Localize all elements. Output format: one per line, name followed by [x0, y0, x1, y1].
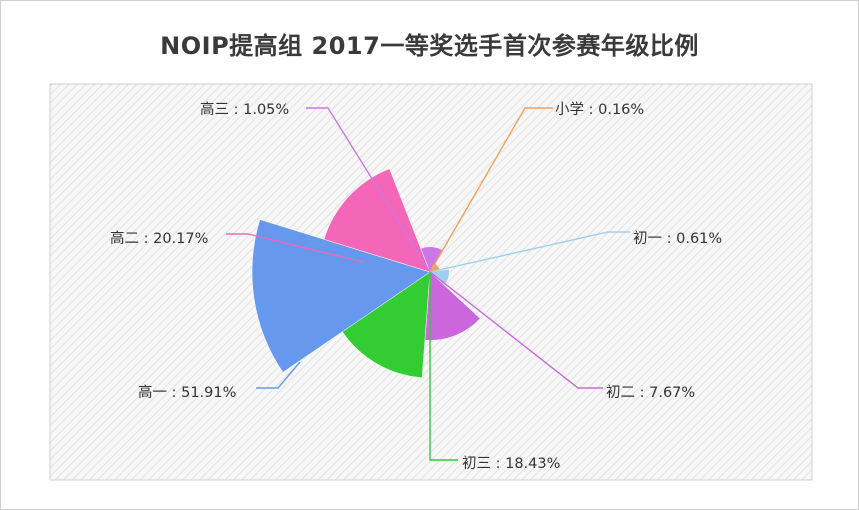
leader-line-高一 [256, 361, 301, 389]
data-label-高二: 高二 : 20.17% [110, 230, 208, 247]
leader-line-初三 [429, 272, 458, 461]
leader-line-高二 [226, 233, 364, 263]
data-label-初一: 初一 : 0.61% [633, 230, 722, 247]
leader-line-初二 [429, 271, 603, 389]
sector-初三 [342, 271, 431, 379]
leader-line-小学 [429, 107, 553, 273]
leader-lines-layer [226, 107, 630, 461]
leader-line-高三 [306, 107, 431, 273]
data-label-高一: 高一 : 51.91% [138, 384, 236, 401]
sector-初二 [424, 271, 481, 341]
sector-高二 [323, 168, 431, 273]
data-label-初二: 初二 : 7.67% [606, 384, 695, 401]
labels-layer: 小学 : 0.16% 初一 : 0.61% 初二 : 7.67% 初三 : 18.43… [110, 101, 722, 472]
leader-line-初一 [429, 231, 630, 273]
sectors-layer [251, 168, 481, 379]
data-label-初三: 初三 : 18.43% [462, 455, 560, 472]
chart-title: NOIP提高组 2017一等奖选手首次参赛年级比例 [160, 32, 699, 60]
data-label-小学: 小学 : 0.16% [555, 101, 644, 118]
data-label-高三: 高三 : 1.05% [200, 101, 289, 118]
sector-高一 [251, 219, 431, 373]
